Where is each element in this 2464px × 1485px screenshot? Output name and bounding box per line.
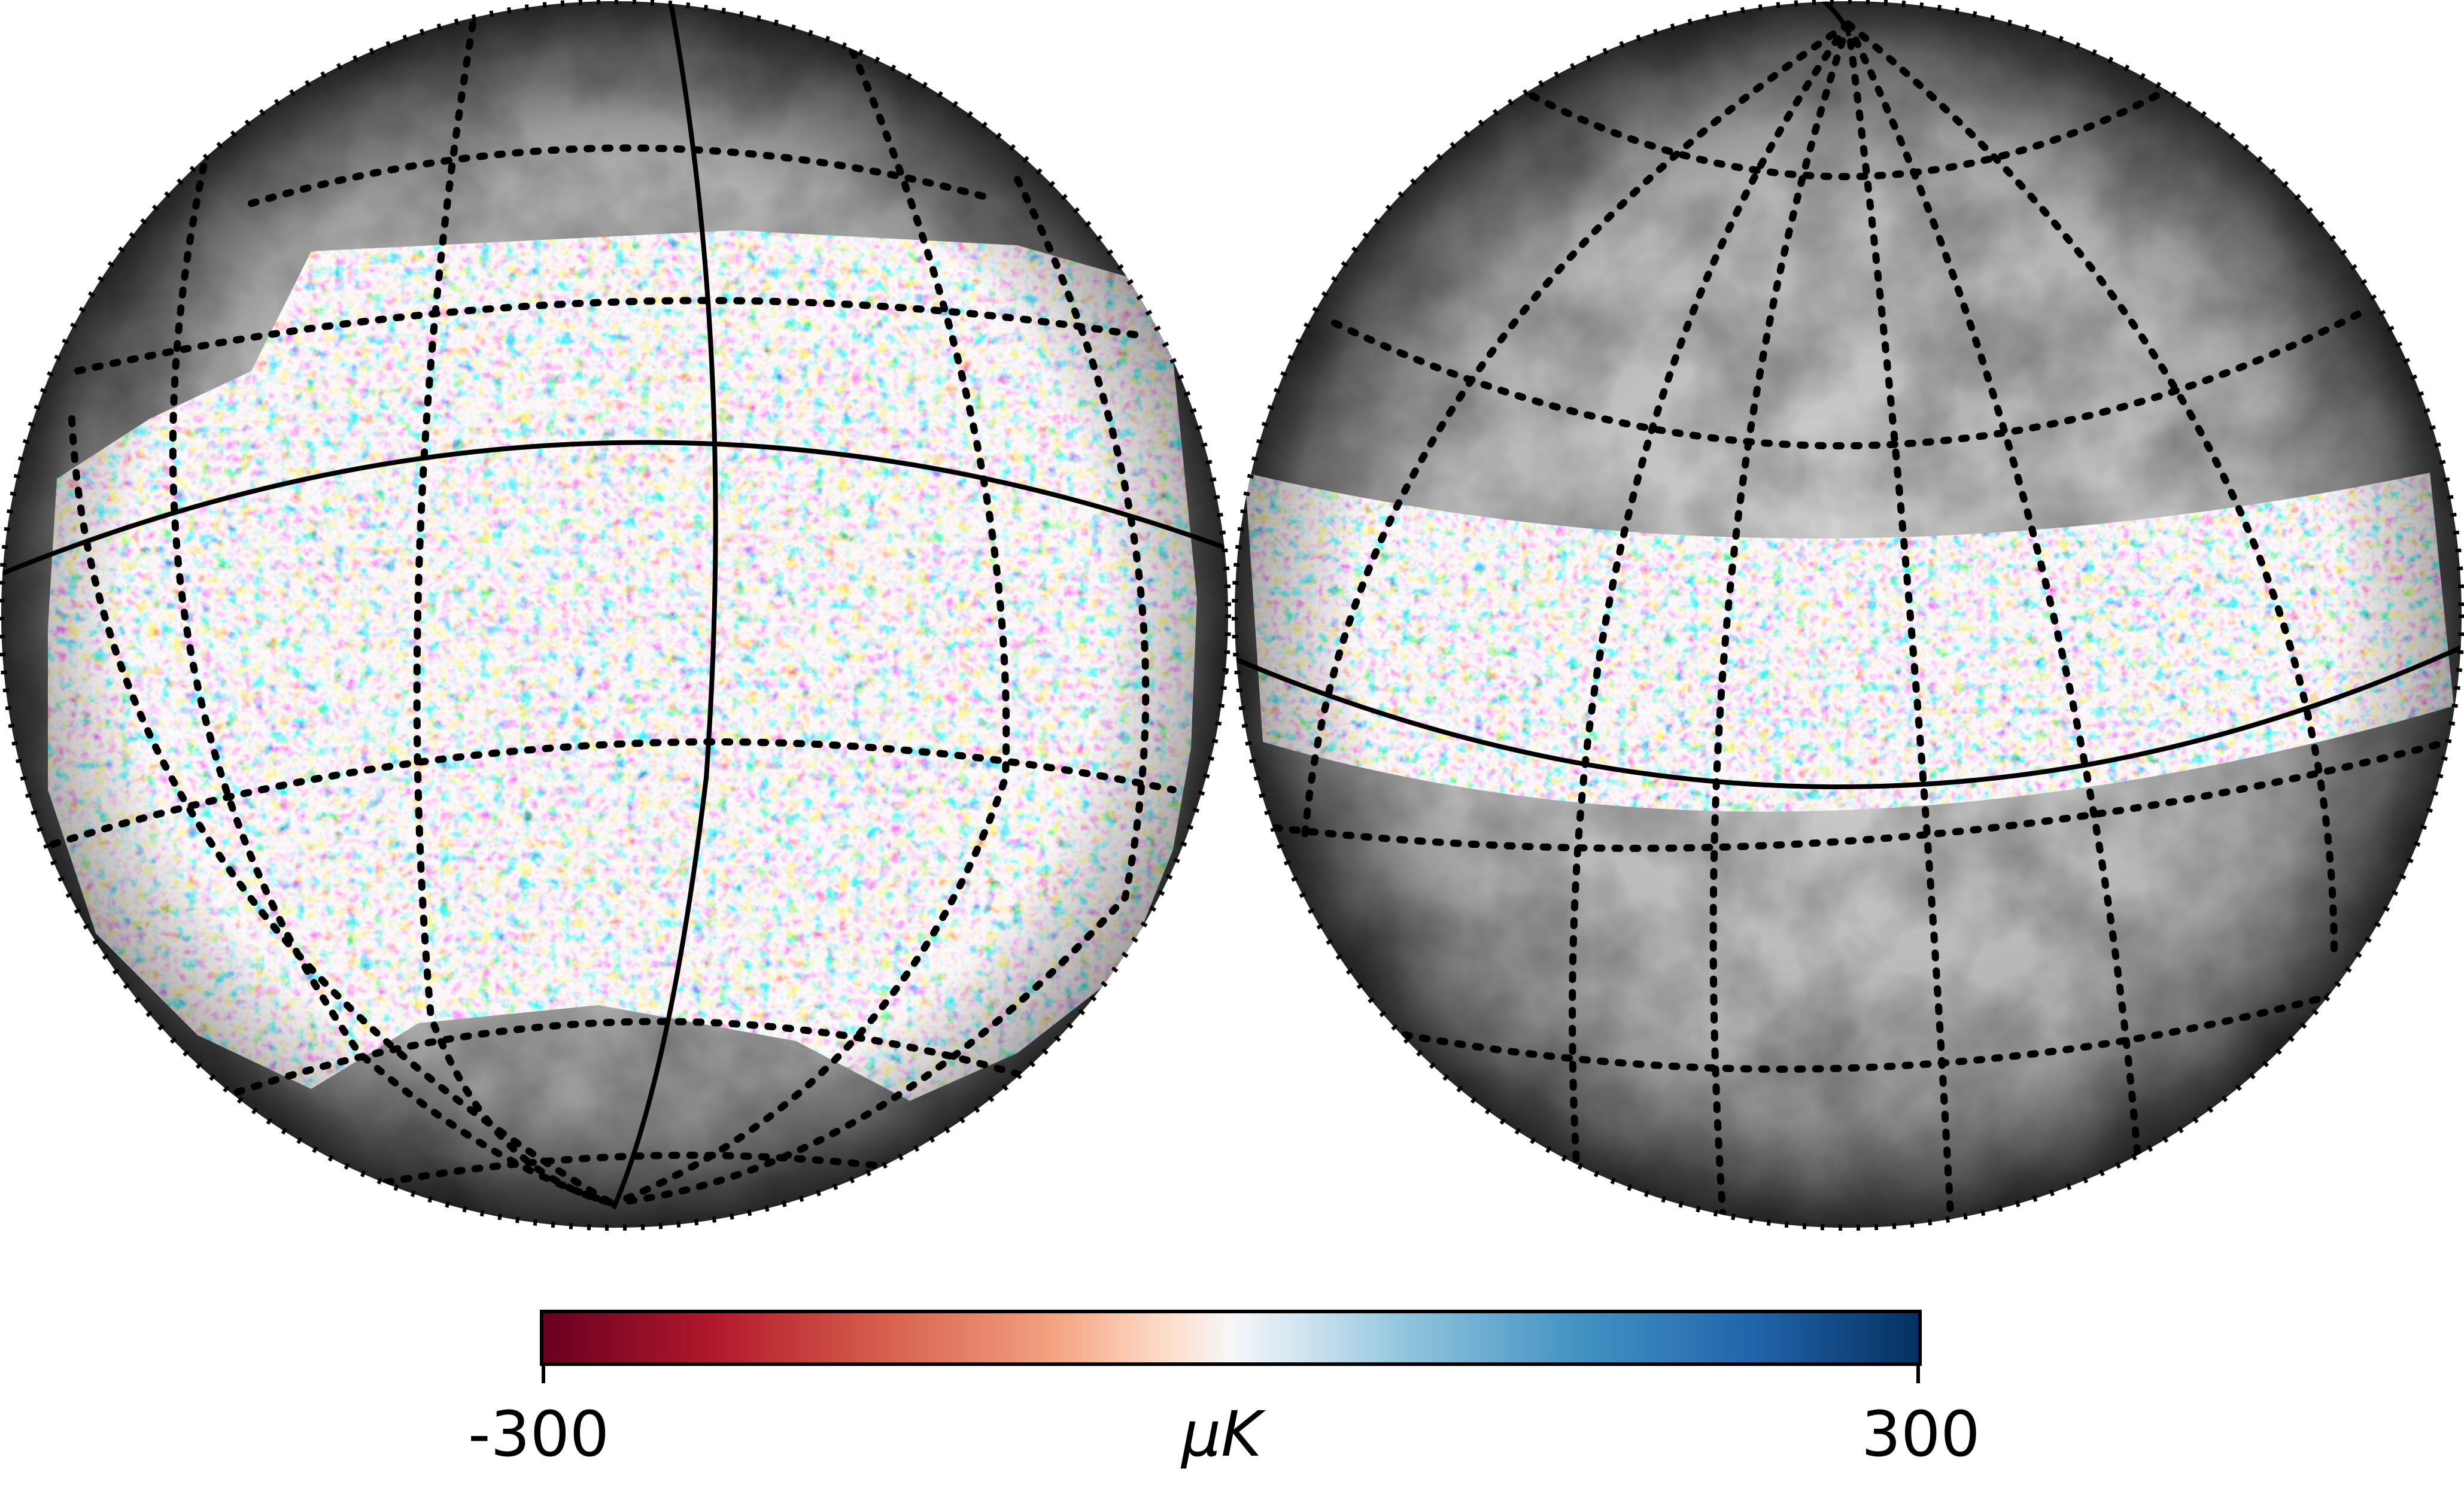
right-orthographic-globe bbox=[1232, 0, 2464, 1231]
left-orthographic-globe bbox=[0, 0, 1231, 1231]
temperature-colorbar bbox=[540, 1310, 1922, 1383]
colorbar-unit-label: μK bbox=[1181, 1398, 1262, 1471]
colorbar-min-label: -300 bbox=[468, 1398, 610, 1471]
colorbar-max-label: 300 bbox=[1861, 1398, 1980, 1471]
colorbar-gradient bbox=[540, 1310, 1922, 1366]
